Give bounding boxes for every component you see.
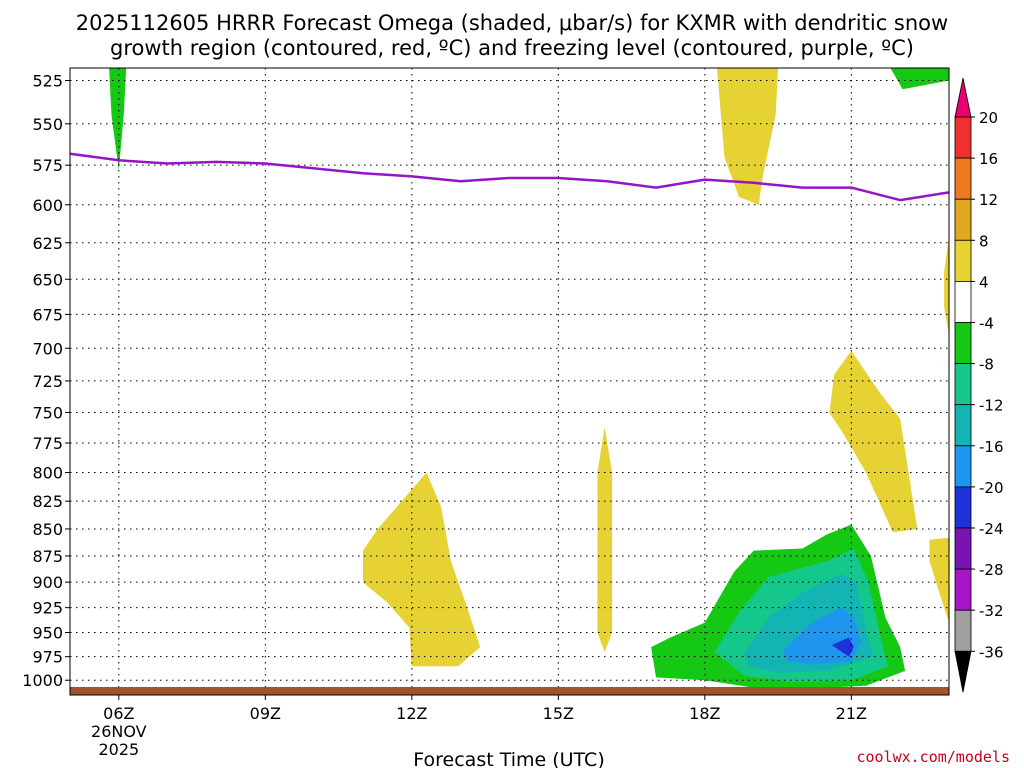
- omega-region: [929, 537, 949, 623]
- colorbar-label: 8: [979, 232, 989, 250]
- freezing-level-contour: [70, 152, 949, 202]
- x-tick-label: 06Z: [103, 704, 134, 723]
- colorbar-swatch: [954, 116, 972, 159]
- omega-region: [944, 235, 949, 335]
- colorbar-swatch: [954, 322, 972, 364]
- colorbar-label: -16: [979, 438, 1004, 456]
- omega-region: [363, 472, 481, 667]
- colorbar-swatch: [954, 609, 972, 652]
- omega-shading: [109, 68, 949, 688]
- y-tick-label: 625: [32, 234, 63, 253]
- x-tick-sublabel: 2025: [98, 740, 139, 759]
- y-tick-label: 675: [32, 305, 63, 324]
- colorbar-label: 16: [979, 150, 998, 168]
- y-tick-label: 525: [32, 71, 63, 90]
- chart-title-line-2: growth region (contoured, red, ºC) and f…: [110, 36, 914, 60]
- y-tick-label: 975: [32, 648, 63, 667]
- x-tick-label: 15Z: [543, 704, 574, 723]
- colorbar-swatch: [954, 445, 972, 488]
- omega-region: [829, 350, 918, 533]
- colorbar-label: 4: [979, 273, 989, 291]
- colorbar-label: -28: [979, 561, 1004, 579]
- colorbar-label: -20: [979, 479, 1004, 497]
- y-tick-label: 925: [32, 599, 63, 618]
- y-tick-label: 1000: [22, 671, 63, 690]
- omega-region: [890, 68, 949, 90]
- colorbar-label: -4: [979, 315, 994, 333]
- y-tick-label: 850: [32, 520, 63, 539]
- omega-region: [597, 427, 613, 652]
- omega-region: [831, 637, 854, 657]
- y-tick-label: 650: [32, 270, 63, 289]
- y-tick-label: 900: [32, 573, 63, 592]
- y-tick-label: 825: [32, 492, 63, 511]
- y-tick-label: 550: [32, 115, 63, 134]
- colorbar-swatch: [954, 157, 972, 200]
- colorbar-label: -32: [979, 602, 1004, 620]
- x-tick-label: 12Z: [396, 704, 427, 723]
- chart-title-line-1: 2025112605 HRRR Forecast Omega (shaded, …: [76, 11, 948, 35]
- plot-area: [69, 67, 950, 696]
- omega-region: [109, 68, 127, 170]
- y-tick-label: 950: [32, 623, 63, 642]
- x-tick-sublabel: 26NOV: [91, 722, 147, 741]
- x-tick-label: 09Z: [250, 704, 281, 723]
- y-tick-label: 575: [32, 156, 63, 175]
- colorbar-label: 12: [979, 191, 998, 209]
- colorbar-swatch: [954, 280, 972, 323]
- colorbar-swatch: [954, 198, 972, 241]
- y-tick-label: 875: [32, 547, 63, 566]
- credit-text: coolwx.com/models: [856, 748, 1010, 766]
- y-tick-label: 750: [32, 403, 63, 422]
- colorbar-label: 20: [979, 109, 998, 127]
- y-tick-label: 700: [32, 339, 63, 358]
- y-tick-label: 600: [32, 196, 63, 215]
- colorbar-swatch: [954, 404, 972, 447]
- colorbar-bottom-triangle: [954, 650, 972, 693]
- colorbar-swatch: [954, 239, 972, 282]
- colorbar-label: -8: [979, 356, 994, 374]
- colorbar-swatch: [954, 486, 972, 529]
- colorbar-swatch: [954, 363, 972, 406]
- x-tick-label: 21Z: [836, 704, 867, 723]
- y-tick-label: 725: [32, 372, 63, 391]
- x-tick-label: 18Z: [689, 704, 720, 723]
- grid-lines: [70, 68, 949, 695]
- freezing-level-line: [70, 152, 949, 202]
- colorbar-label: -12: [979, 397, 1004, 415]
- x-axis-title: Forecast Time (UTC): [413, 749, 604, 768]
- colorbar-swatch: [954, 527, 972, 570]
- colorbar-top-triangle: [954, 77, 972, 118]
- ground-strip: [70, 687, 949, 695]
- colorbar-label: -24: [979, 520, 1004, 538]
- colorbar: 20 16 12 8 4 -4 -8 -12 -16 -20 -24 -28 -32 -36: [954, 77, 1004, 693]
- y-tick-label: 800: [32, 464, 63, 483]
- y-axis: 525 550 575 600 625 650 675 700 725 750 775 800 825 8…: [22, 71, 70, 690]
- plot-frame: [69, 67, 950, 696]
- colorbar-label: -36: [979, 643, 1004, 661]
- omega-region: [717, 68, 779, 205]
- y-tick-label: 775: [32, 434, 63, 453]
- colorbar-swatch: [954, 568, 972, 611]
